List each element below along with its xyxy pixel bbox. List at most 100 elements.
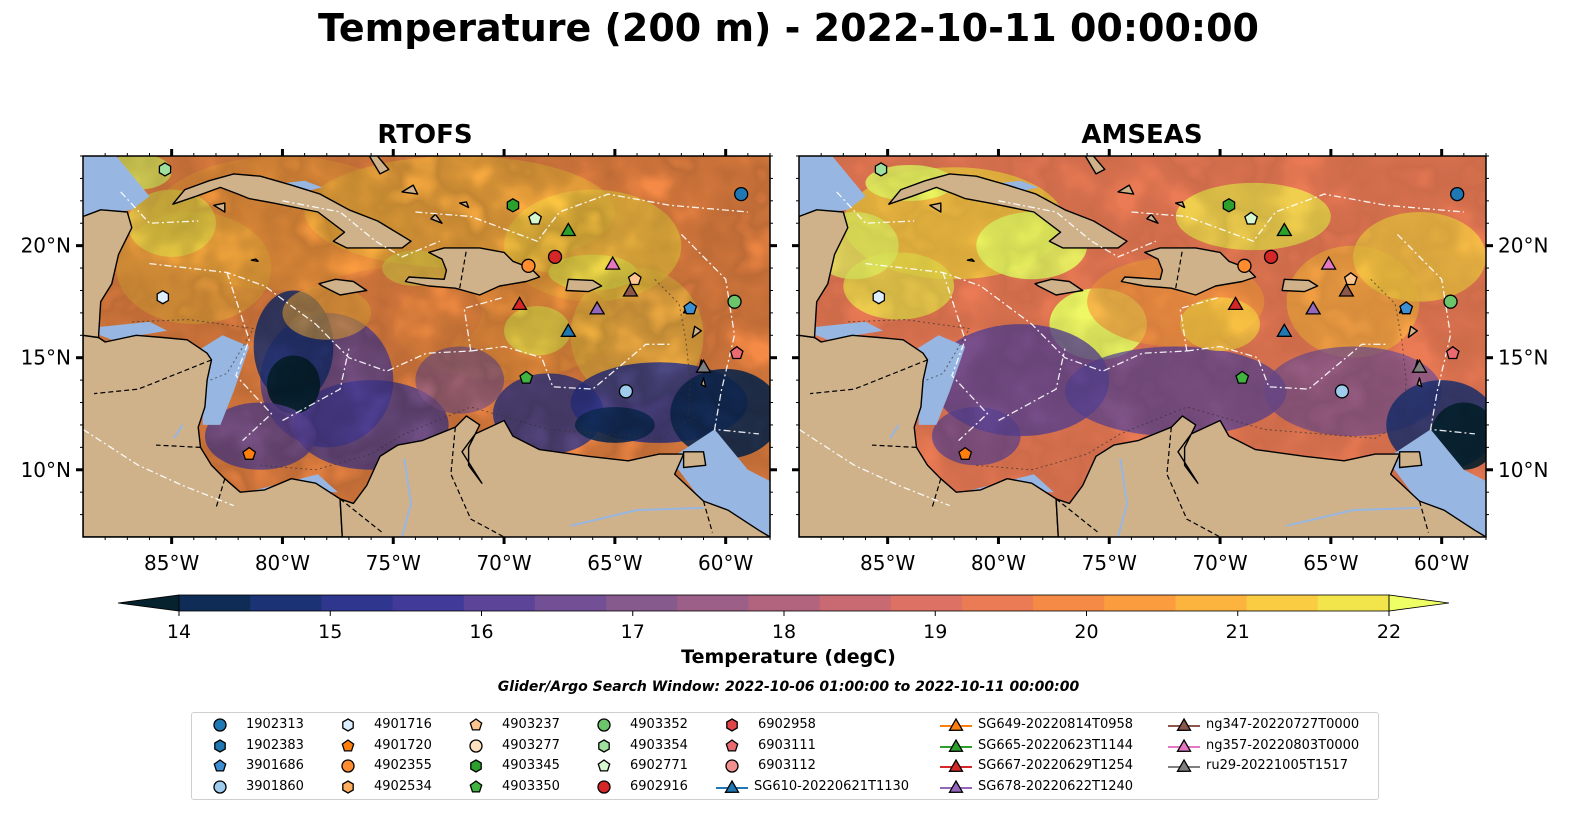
colorbar-tick-label: 17	[621, 621, 645, 643]
legend-label: 3901686	[246, 758, 304, 773]
legend-label: 4902534	[374, 778, 432, 794]
legend-label: ng347-20220727T0000	[1206, 717, 1360, 732]
obs-marker-ng357-20220803T0000	[604, 255, 621, 270]
lat-tick-label: 15°N	[1498, 346, 1548, 370]
legend-label: 1902383	[246, 737, 304, 753]
hexagon-marker-icon	[214, 738, 226, 753]
lon-tick-label: 85°W	[144, 551, 199, 575]
pentagon-marker-icon	[213, 759, 227, 772]
circle-marker-icon	[213, 779, 227, 794]
legend-label: 4901720	[374, 737, 432, 753]
colorbar-band	[392, 595, 465, 611]
legend-label: SG649-20220814T0958	[978, 717, 1134, 732]
colorbar-band	[321, 595, 394, 611]
figure-title: Temperature (200 m) - 2022-10-11 00:00:0…	[317, 6, 1259, 50]
colorbar-tick-label: 19	[923, 621, 947, 643]
colorbar-band	[1317, 595, 1390, 611]
obs-marker-ng357-20220803T0000	[1320, 255, 1337, 270]
pentagon-marker-icon	[597, 759, 611, 772]
obs-marker-3901686	[1399, 301, 1414, 315]
legend-label: 3901860	[246, 778, 304, 794]
legend-label: 6902916	[630, 778, 688, 794]
triangle-marker-icon	[1168, 738, 1200, 752]
obs-marker-4903237	[627, 271, 642, 286]
colorbar-tick-label: 15	[318, 621, 342, 643]
obs-marker-4901720	[242, 446, 257, 460]
colorbar-label: Temperature (degC)	[681, 646, 896, 668]
lon-tick-label: 60°W	[1414, 551, 1469, 575]
legend-label: 4903345	[502, 758, 560, 773]
lon-tick-label: 65°W	[1303, 551, 1358, 575]
obs-marker-4903354	[158, 162, 172, 177]
colorbar-tick-label: 18	[772, 621, 796, 643]
obs-marker-4901720	[958, 446, 973, 460]
obs-marker-6902771	[1244, 211, 1259, 225]
obs-marker-ng347-20220727T0000	[622, 282, 639, 297]
legend-label: SG667-20220629T1254	[978, 758, 1134, 773]
legend-label: 4903237	[502, 717, 560, 732]
colorbar-band	[819, 595, 892, 611]
legend-label: 4903354	[630, 737, 688, 753]
obs-marker-SG667-20220629T1254	[511, 296, 528, 311]
pentagon-marker-icon	[469, 779, 483, 793]
circle-marker-icon	[597, 779, 611, 794]
colorbar-tick-label: 22	[1377, 621, 1401, 643]
colorbar: 14 15 16 17 18 19 20 21 22	[117, 594, 1450, 643]
colorbar-tick-label: 16	[469, 621, 493, 643]
circle-marker-icon	[597, 718, 611, 732]
obs-marker-4901716	[872, 289, 886, 305]
colorbar-band	[1104, 595, 1177, 611]
circle-marker-icon	[469, 738, 483, 753]
obs-marker-3901860	[1334, 384, 1350, 399]
legend-label: ru29-20221005T1517	[1206, 758, 1349, 773]
triangle-marker-icon	[1168, 717, 1200, 731]
colorbar-band	[1033, 595, 1105, 611]
obs-marker-3901860	[618, 384, 634, 399]
colorbar-band	[1175, 595, 1248, 611]
obs-marker-4903354	[874, 162, 888, 177]
legend-label: ng357-20220803T0000	[1206, 737, 1360, 753]
legend-label: 6902771	[630, 758, 688, 773]
lon-tick-label: 60°W	[698, 551, 753, 575]
lat-tick-label: 10°N	[1498, 458, 1548, 482]
obs-marker-SG678-20220622T1240	[1305, 300, 1322, 315]
legend: 1902313 1902383 3901686 3901860 4901716 49017…	[191, 712, 1379, 800]
hexagon-marker-icon	[726, 718, 738, 732]
colorbar-tick-label: 20	[1074, 621, 1098, 643]
triangle-marker-icon	[940, 779, 972, 793]
legend-label: 4903277	[502, 737, 560, 753]
obs-marker-4903350	[519, 370, 534, 384]
lat-tick-label: 15°N	[21, 346, 71, 370]
search-window-text: Glider/Argo Search Window: 2022-10-06 01…	[497, 679, 1080, 695]
legend-label: 4901716	[374, 717, 432, 732]
obs-marker-4903352	[1443, 294, 1458, 309]
colorbar-band	[677, 595, 749, 611]
colorbar-tick-label: 14	[167, 621, 191, 643]
obs-marker-6903111	[1445, 345, 1460, 360]
obs-marker-ru29-20221005T1517	[1411, 358, 1428, 373]
lat-tick-label: 20°N	[21, 234, 71, 258]
legend-label: 4903352	[630, 717, 688, 732]
obs-marker-4903345	[1222, 198, 1236, 213]
colorbar-band	[534, 595, 607, 611]
hexagon-marker-icon	[470, 759, 482, 773]
obs-marker-6902916	[1263, 249, 1279, 265]
lon-tick-label: 75°W	[366, 551, 421, 575]
triangle-marker-icon	[1168, 758, 1200, 772]
circle-marker-icon	[341, 759, 355, 773]
legend-label: 6903111	[758, 737, 816, 753]
lon-tick-label: 80°W	[255, 551, 310, 575]
obs-marker-ru29-20221005T1517	[695, 358, 712, 373]
obs-marker-ng347-20220727T0000	[1338, 282, 1355, 297]
lon-tick-label: 65°W	[587, 551, 642, 575]
colorbar-band	[748, 595, 821, 611]
map-panel-rtofs: 85°W 80°W 75°W 70°W 65°W 60°W 20°N 15°N 10°N	[21, 149, 777, 575]
hexagon-marker-icon	[342, 718, 354, 732]
obs-marker-6902771	[528, 211, 543, 225]
obs-marker-4901716	[156, 289, 170, 305]
colorbar-band	[890, 595, 963, 611]
panel-title-amseas: AMSEAS	[1081, 120, 1203, 150]
legend-label: 1902313	[246, 717, 304, 732]
colorbar-band	[463, 595, 536, 611]
colorbar-band	[606, 595, 678, 611]
